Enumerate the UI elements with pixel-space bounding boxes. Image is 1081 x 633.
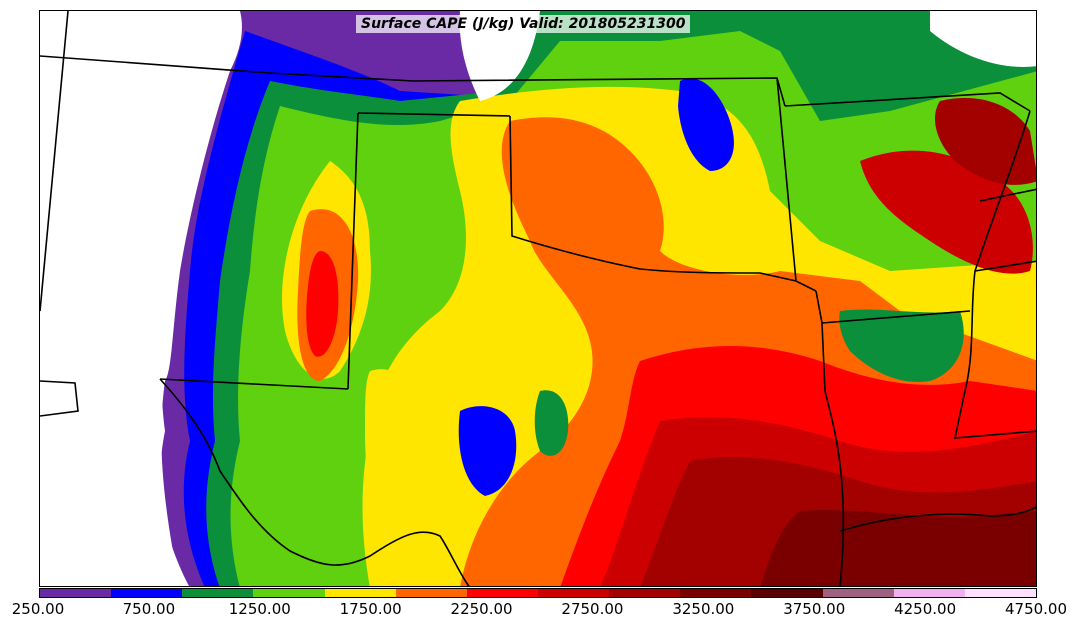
colorbar-tick-label: 750.00 bbox=[122, 600, 176, 618]
colorbar-segment-3 bbox=[253, 589, 325, 597]
cape-band-3000 bbox=[640, 97, 1036, 586]
colorbar-segment-1 bbox=[111, 589, 183, 597]
colorbar-tick-label: 1750.00 bbox=[339, 600, 402, 618]
cape-field-map bbox=[40, 11, 1036, 586]
border-gulf-coast bbox=[839, 506, 1036, 532]
border-louisiana-east-2 bbox=[979, 188, 1036, 202]
cape-contours bbox=[160, 11, 1036, 586]
low-cape-areas bbox=[40, 11, 1036, 586]
colorbar-segment-12 bbox=[893, 589, 965, 597]
colorbar-segment-9 bbox=[680, 589, 752, 597]
colorbar-segment-8 bbox=[609, 589, 681, 597]
colorbar-segment-13 bbox=[964, 589, 1036, 597]
blue-area-texas bbox=[458, 406, 517, 496]
border-texas-louisiana bbox=[815, 290, 845, 586]
colorbar-tick-label: 250.00 bbox=[11, 600, 65, 618]
yellow-area-texas-west bbox=[365, 369, 426, 536]
colorbar-segment-0 bbox=[40, 589, 112, 597]
border-nm-south bbox=[159, 378, 349, 390]
green-area-texas bbox=[534, 390, 569, 456]
border-oklahoma-east bbox=[776, 77, 797, 282]
colorbar-tick-label: 4750.00 bbox=[1004, 600, 1068, 618]
border-louisiana-east bbox=[974, 260, 1036, 272]
border-far-west bbox=[40, 11, 69, 312]
map-title: Surface CAPE (J/kg) Valid: 201805231300 bbox=[356, 15, 691, 33]
border-texas-rio-grande bbox=[159, 378, 470, 586]
green-area-arkansas bbox=[839, 309, 964, 382]
colorbar-segment-2 bbox=[182, 589, 254, 597]
border-nm-north bbox=[357, 112, 511, 117]
colorbar-segment-5 bbox=[395, 589, 467, 597]
border-colorado-kansas-north bbox=[40, 55, 786, 107]
map-panel bbox=[39, 10, 1037, 587]
colorbar-tick-label: 2250.00 bbox=[450, 600, 513, 618]
white-area-southwest bbox=[40, 381, 180, 586]
state-boundaries bbox=[40, 11, 1036, 586]
colorbar-tick-label: 3250.00 bbox=[672, 600, 735, 618]
white-area-west bbox=[40, 56, 230, 381]
colorbar-segment-7 bbox=[537, 589, 610, 597]
colorbar-tick-label: 2750.00 bbox=[561, 600, 624, 618]
colorbar-segment-6 bbox=[466, 589, 538, 597]
colorbar-tick-label: 4250.00 bbox=[894, 600, 957, 618]
cape-band-3500 bbox=[760, 509, 1036, 586]
border-oklahoma-panhandle bbox=[509, 115, 817, 292]
border-west-vertical bbox=[40, 380, 79, 417]
colorbar-tick-labels: 250.00 750.00 1250.00 1750.00 2250.00 2750.00… bbox=[0, 600, 1081, 624]
colorbar-segment-11 bbox=[822, 589, 894, 597]
colorbar-tick-label: 1250.00 bbox=[228, 600, 291, 618]
white-area-north-central bbox=[459, 11, 540, 101]
white-area-northwest bbox=[40, 11, 242, 71]
colorbar-tick-label: 3750.00 bbox=[783, 600, 846, 618]
blue-area-oklahoma bbox=[678, 78, 734, 171]
border-arkansas-north bbox=[784, 92, 1031, 112]
border-nm-east bbox=[347, 112, 359, 390]
border-arkansas-south bbox=[821, 310, 971, 324]
colorbar-segment-10 bbox=[751, 589, 823, 597]
white-area-northeast bbox=[930, 11, 1036, 67]
colorbar bbox=[39, 588, 1037, 598]
colorbar-segment-4 bbox=[324, 589, 396, 597]
